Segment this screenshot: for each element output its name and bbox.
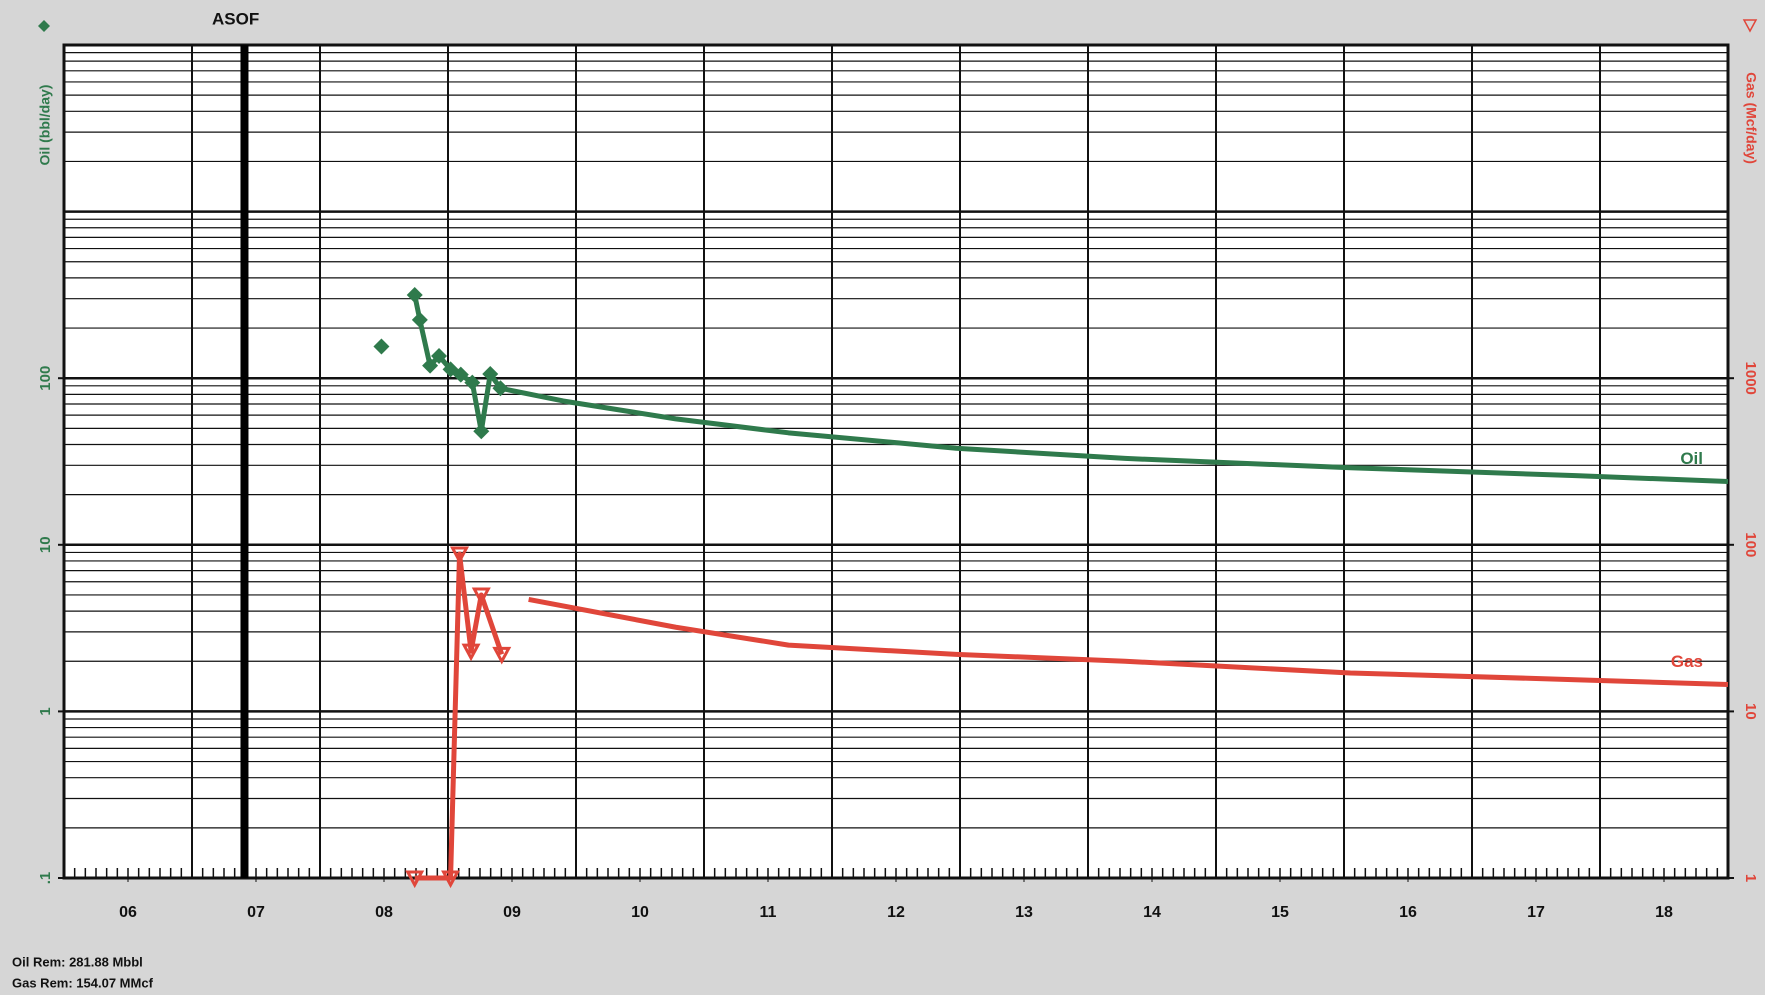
asof-label: ASOF bbox=[212, 9, 259, 28]
data-point bbox=[450, 546, 470, 565]
series-line bbox=[414, 551, 505, 881]
data-point bbox=[473, 423, 490, 440]
data-point bbox=[373, 338, 390, 355]
y-tick-label: 10 bbox=[37, 536, 54, 553]
data-point bbox=[422, 357, 439, 374]
plot-area bbox=[64, 45, 1728, 878]
y2-tick-label: 1000 bbox=[1742, 362, 1759, 395]
y2-tick-label: 1 bbox=[1742, 874, 1759, 882]
series-line bbox=[528, 596, 1729, 688]
x-tick-label: 14 bbox=[1143, 904, 1161, 921]
x-tick-label: 09 bbox=[503, 904, 521, 921]
x-tick-label: 17 bbox=[1527, 904, 1545, 921]
y-tick-label: .1 bbox=[37, 872, 54, 885]
x-tick-label: 12 bbox=[887, 904, 905, 921]
data-point bbox=[482, 365, 499, 382]
x-tick-label: 07 bbox=[247, 904, 265, 921]
data-point bbox=[431, 347, 448, 364]
y2-axis-icon bbox=[1742, 19, 1758, 33]
x-tick-label: 08 bbox=[375, 904, 393, 921]
data-point bbox=[411, 311, 428, 328]
series-label: Oil bbox=[1680, 449, 1703, 468]
y-axis-icon bbox=[38, 20, 50, 32]
series-label: Gas bbox=[1671, 652, 1703, 671]
data-point bbox=[464, 374, 481, 391]
data-point bbox=[452, 366, 469, 383]
x-tick-label: 18 bbox=[1655, 904, 1673, 921]
x-tick-label: 16 bbox=[1399, 904, 1417, 921]
data-point bbox=[471, 587, 491, 606]
x-tick-label: 11 bbox=[760, 904, 777, 921]
y-tick-label: 1 bbox=[37, 707, 54, 715]
x-tick-label: 06 bbox=[119, 904, 137, 921]
x-tick-label: 13 bbox=[1015, 904, 1033, 921]
y-axis-title: Oil (bbl/day) bbox=[37, 85, 53, 166]
y2-tick-label: 10 bbox=[1742, 703, 1759, 720]
x-tick-label: 15 bbox=[1271, 904, 1289, 921]
data-point bbox=[461, 643, 481, 662]
y-tick-label: 100 bbox=[37, 366, 54, 391]
y2-tick-label: 100 bbox=[1742, 532, 1759, 557]
footer-text: Oil Rem: 281.88 Mbbl bbox=[12, 954, 143, 969]
plot-border bbox=[62, 43, 1730, 880]
data-point bbox=[405, 870, 425, 889]
data-point bbox=[441, 870, 461, 889]
x-tick-label: 10 bbox=[631, 904, 649, 921]
y2-axis-title: Gas (Mcf/day) bbox=[1743, 72, 1759, 164]
footer-text: Gas Rem: 154.07 MMcf bbox=[12, 975, 154, 990]
series-line bbox=[499, 385, 1729, 484]
data-point bbox=[406, 286, 423, 303]
data-point bbox=[492, 646, 512, 665]
